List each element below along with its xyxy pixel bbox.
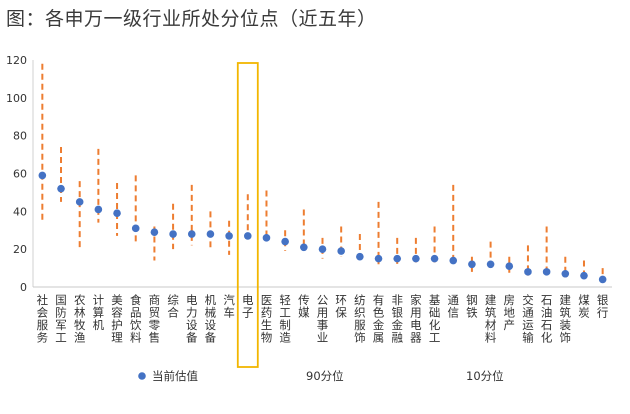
- x-category-label: 轻工制造: [279, 293, 291, 345]
- axes: 0 20 40 60 80 100 120 社会服务国防军工农林牧渔计算机美容护理食品饮料商贸…: [6, 54, 612, 345]
- y-tick-label: 40: [13, 205, 27, 218]
- current-valuation-point: [598, 275, 607, 284]
- x-category-label: 农林牧渔: [74, 293, 86, 345]
- y-tick-label: 100: [6, 92, 27, 105]
- legend-p90-label: 90分位: [306, 369, 344, 383]
- legend-current-label: 当前估值: [152, 369, 198, 383]
- current-valuation-point: [131, 224, 140, 233]
- x-category-label: 钢铁: [466, 293, 478, 320]
- y-tick-label: 0: [20, 281, 27, 294]
- current-valuation-point: [374, 254, 383, 263]
- x-category-label: 建筑装饰: [560, 293, 572, 345]
- current-valuation-point: [542, 268, 551, 276]
- current-valuation-point: [412, 254, 420, 263]
- current-valuation-point: [337, 247, 345, 255]
- current-valuation-point: [468, 260, 476, 269]
- x-category-label: 综合: [167, 293, 179, 320]
- current-valuation-point: [505, 262, 514, 270]
- x-category-label: 家用电器: [410, 293, 422, 345]
- x-category-label: 公用事业: [317, 293, 329, 345]
- current-valuation-point: [206, 230, 215, 238]
- x-category-label: 国防军工: [55, 293, 67, 345]
- x-category-label: 石油石化: [541, 293, 553, 345]
- current-valuation-point: [580, 271, 588, 280]
- x-category-label: 电子: [242, 293, 254, 320]
- highlight-box: [236, 62, 259, 368]
- x-category-label: 社会服务: [37, 293, 49, 345]
- x-category-label: 通信: [447, 293, 459, 320]
- x-category-label: 交通运输: [522, 293, 534, 345]
- y-tick-label: 20: [13, 243, 27, 256]
- chart-title: 图：各申万一级行业所处分位点（近五年）: [6, 8, 377, 30]
- x-category-label: 商贸零售: [149, 293, 161, 345]
- x-category-label: 美容护理: [111, 293, 123, 345]
- legend-current-marker: [138, 372, 146, 380]
- current-valuation-point: [300, 243, 308, 252]
- legend-p10-label: 10分位: [466, 369, 504, 383]
- current-valuation-point: [225, 232, 233, 240]
- current-valuation-point: [281, 237, 289, 246]
- current-valuation-point: [169, 230, 177, 238]
- current-valuation-point: [356, 252, 364, 261]
- x-category-label: 电力设备: [186, 293, 198, 345]
- current-valuation-point: [318, 245, 327, 253]
- x-category-label: 食品饮料: [130, 293, 142, 345]
- current-valuation-point: [75, 198, 84, 206]
- x-category-label: 煤炭: [578, 293, 590, 320]
- current-valuation-point: [187, 230, 196, 238]
- current-valuation-point: [94, 205, 103, 214]
- current-valuation-point: [524, 268, 532, 276]
- current-valuation-point: [113, 209, 121, 218]
- x-category-label: 机械设备: [205, 293, 217, 345]
- x-category-label: 非银金融: [391, 293, 403, 345]
- current-valuation-point: [262, 234, 271, 242]
- y-tick-label: 120: [6, 54, 27, 67]
- x-category-label: 建筑材料: [485, 293, 497, 345]
- y-tick-label: 60: [13, 168, 27, 181]
- x-category-label: 汽车: [223, 293, 235, 320]
- x-category-label: 医药生物: [261, 293, 273, 345]
- current-valuation-point: [393, 254, 402, 263]
- x-category-label: 基础化工: [429, 293, 441, 345]
- current-valuation-point: [486, 260, 495, 269]
- x-category-label: 传媒: [298, 293, 310, 320]
- y-tick-label: 80: [13, 130, 27, 143]
- current-valuation-point: [150, 228, 159, 236]
- x-category-label: 纺织服饰: [354, 293, 366, 345]
- x-category-label: 有色金属: [373, 293, 385, 345]
- current-valuation-point: [57, 184, 65, 193]
- chart-marks: [38, 62, 607, 368]
- x-category-label: 银行: [597, 293, 609, 320]
- legend: 当前估值 90分位 10分位: [138, 369, 504, 383]
- current-valuation-point: [430, 254, 439, 263]
- current-valuation-point: [449, 256, 458, 265]
- x-category-label: 环保: [335, 293, 347, 320]
- x-category-label: 房地产: [504, 293, 516, 332]
- x-category-label: 计算机: [93, 293, 105, 332]
- current-valuation-point: [561, 269, 570, 278]
- current-valuation-point: [243, 232, 252, 240]
- current-valuation-point: [38, 171, 47, 180]
